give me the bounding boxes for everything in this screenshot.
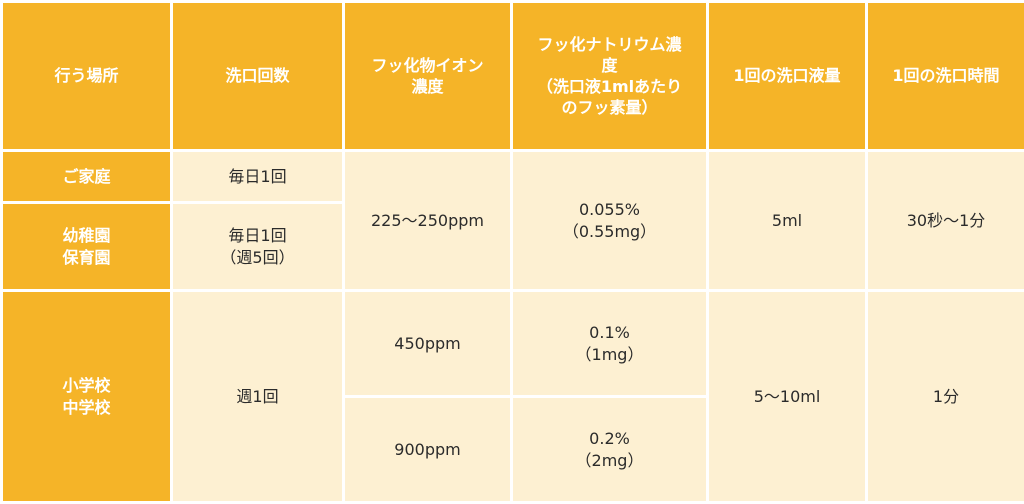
ion-conc-daily: 225〜250ppm bbox=[344, 151, 512, 291]
naf-conc-school-a-mg: （1mg） bbox=[519, 344, 700, 365]
place-home: ご家庭 bbox=[2, 151, 172, 203]
table-row-school-a: 小学校 中学校 週1回 450ppm 0.1% （1mg） 5〜10ml 1分 bbox=[2, 291, 1024, 397]
ion-conc-school-a: 450ppm bbox=[344, 291, 512, 397]
volume-daily: 5ml bbox=[708, 151, 867, 291]
place-school-line-1: 小学校 bbox=[9, 375, 164, 396]
header-volume: 1回の洗口液量 bbox=[708, 2, 867, 151]
header-naf-line-2: 度 bbox=[519, 55, 700, 76]
header-ion-concentration: フッ化物イオン 濃度 bbox=[344, 2, 512, 151]
header-frequency: 洗口回数 bbox=[172, 2, 344, 151]
naf-conc-daily-mg: （0.55mg） bbox=[519, 221, 700, 242]
time-school: 1分 bbox=[867, 291, 1024, 503]
naf-conc-school-b: 0.2% （2mg） bbox=[512, 397, 708, 503]
header-naf-line-1: フッ化ナトリウム濃 bbox=[519, 34, 700, 55]
ion-conc-school-b: 900ppm bbox=[344, 397, 512, 503]
naf-conc-school-b-mg: （2mg） bbox=[519, 450, 700, 471]
place-school-line-2: 中学校 bbox=[9, 397, 164, 418]
place-nursery: 幼稚園 保育園 bbox=[2, 203, 172, 291]
header-naf-line-3: （洗口液1mlあたり bbox=[519, 76, 700, 97]
time-daily: 30秒〜1分 bbox=[867, 151, 1024, 291]
header-naf-line-4: のフッ素量） bbox=[519, 97, 700, 118]
naf-conc-school-b-percent: 0.2% bbox=[519, 428, 700, 449]
header-row: 行う場所 洗口回数 フッ化物イオン 濃度 フッ化ナトリウム濃 度 （洗口液1ml… bbox=[2, 2, 1024, 151]
naf-conc-daily: 0.055% （0.55mg） bbox=[512, 151, 708, 291]
table-row-home: ご家庭 毎日1回 225〜250ppm 0.055% （0.55mg） 5ml … bbox=[2, 151, 1024, 203]
frequency-school: 週1回 bbox=[172, 291, 344, 503]
naf-conc-school-a-percent: 0.1% bbox=[519, 322, 700, 343]
place-nursery-line-2: 保育園 bbox=[9, 247, 164, 268]
naf-conc-school-a: 0.1% （1mg） bbox=[512, 291, 708, 397]
frequency-nursery-line-2: （週5回） bbox=[179, 247, 336, 268]
naf-conc-daily-percent: 0.055% bbox=[519, 199, 700, 220]
header-place: 行う場所 bbox=[2, 2, 172, 151]
header-time: 1回の洗口時間 bbox=[867, 2, 1024, 151]
header-naf-concentration: フッ化ナトリウム濃 度 （洗口液1mlあたり のフッ素量） bbox=[512, 2, 708, 151]
place-nursery-line-1: 幼稚園 bbox=[9, 225, 164, 246]
header-ion-line-2: 濃度 bbox=[351, 76, 504, 97]
frequency-nursery-line-1: 毎日1回 bbox=[179, 225, 336, 246]
header-ion-line-1: フッ化物イオン bbox=[351, 55, 504, 76]
frequency-nursery: 毎日1回 （週5回） bbox=[172, 203, 344, 291]
place-school: 小学校 中学校 bbox=[2, 291, 172, 503]
volume-school: 5〜10ml bbox=[708, 291, 867, 503]
frequency-home: 毎日1回 bbox=[172, 151, 344, 203]
